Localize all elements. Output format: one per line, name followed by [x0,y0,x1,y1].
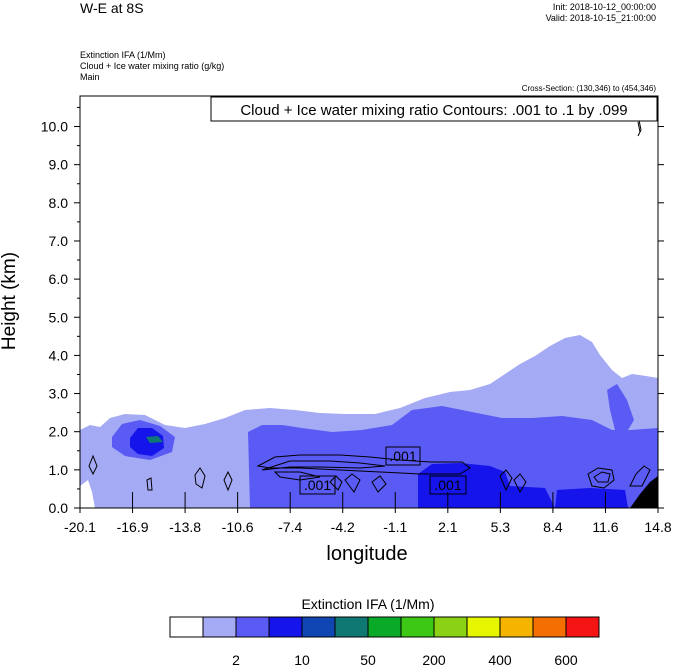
colorbar-label: 2 [232,652,240,667]
colorbar-label: 50 [360,652,376,667]
contour-value-box [429,475,467,495]
colorbar-box [433,616,468,638]
contour-line [499,469,513,492]
contour-line [587,467,615,489]
colorbar-box [235,616,270,638]
x-tick-label: -20.1 [64,519,96,535]
contour-line [629,465,651,487]
contour-value-box [299,475,336,495]
x-tick-label: -4.2 [331,519,355,535]
x-tick-label: -13.8 [169,519,201,535]
contour-line [344,473,361,493]
contour-line [371,475,387,493]
colorbar-box [400,616,435,638]
y-tick-label: 8.0 [49,195,69,211]
extinction-band-medium-upper [607,384,634,430]
x-axis-label: longitude [326,543,408,565]
colorbar-box [367,616,402,638]
contour-line [513,473,527,494]
colorbar-title: Extinction IFA (1/Mm) [301,596,435,612]
colorbar-box [301,616,336,638]
colorbar-box [499,616,534,638]
x-tick-label: 5.3 [491,519,511,535]
contour-line [261,460,386,471]
chart-title: W-E at 8S [80,0,144,16]
contour-line [256,454,471,475]
x-tick-label: 11.6 [592,519,618,535]
colorbar-label: 10 [294,652,310,667]
colorbar-box [334,616,369,638]
y-tick-label: 6.0 [49,271,69,287]
y-tick-label: 3.0 [49,386,69,402]
x-tick-label: 2.1 [438,519,458,535]
y-tick-label: 4.0 [49,347,69,363]
y-tick-label: 0.0 [49,500,69,516]
x-tick-label: 8.4 [543,519,563,535]
contour-legend-text: Cloud + Ice water mixing ratio Contours:… [240,102,627,119]
y-tick-label: 2.0 [49,424,69,440]
x-tick-label: -16.9 [117,519,149,535]
y-axis-label: Height (km) [0,251,20,351]
axes-and-marks: 0.0 1.0 2.0 3.0 4.0 5.0 6.0 7.0 8.0 9.0 10.0 -20.1 -… [41,95,672,667]
contour-legend-box [210,96,658,122]
contour-value-label: .001 [304,477,331,493]
field-label-extinction: Extinction IFA (1/Mm) [80,50,166,60]
white-patch-west [80,480,95,508]
colorbar-box [565,616,600,638]
colorbar-box [532,616,567,638]
contour-value-label: .001 [434,477,461,493]
colorbar-box [466,616,501,638]
contour-line [146,477,153,491]
extinction-band-medium [248,406,658,508]
contour-value-box [385,446,421,466]
field-label-main: Main [80,72,100,82]
extinction-band-strong-west [130,428,164,456]
contour-line [223,470,233,492]
contour-line [637,119,642,137]
x-tick-label: 14.8 [644,519,671,535]
y-tick-label: 7.0 [49,233,69,249]
colorbar-label: 200 [422,652,446,667]
cross-section-label: Cross-Section: (130,346) to (454,346) [521,84,656,93]
y-tick-label: 10.0 [41,119,68,135]
y-tick-label: 1.0 [49,462,69,478]
extinction-fill [80,335,658,508]
plot-frame [79,95,659,509]
valid-time: Valid: 2018-10-15_21:00:00 [545,13,656,23]
contour-value-label: .001 [389,448,416,464]
terrain [630,476,658,508]
x-tick-label: -10.6 [222,519,254,535]
contour-line [194,467,206,489]
y-tick-label: 5.0 [49,309,69,325]
colorbar-box [268,616,303,638]
contour-line [593,471,611,483]
x-tick-label: -1.1 [383,519,407,535]
field-label-mixing-ratio: Cloud + Ice water mixing ratio (g/kg) [80,61,225,71]
colorbar-box [202,616,237,638]
colorbar-label: 600 [554,652,578,667]
extinction-band-strong-east-2 [555,488,628,508]
x-tick-label: -7.4 [278,519,302,535]
extinction-band-teal [146,436,163,443]
contour-line [88,454,98,476]
y-tick-label: 9.0 [49,157,69,173]
colorbar-label: 400 [488,652,512,667]
init-time: Init: 2018-10-12_00:00:00 [552,2,656,12]
contour-line [273,471,321,481]
colorbar-box [169,616,204,638]
